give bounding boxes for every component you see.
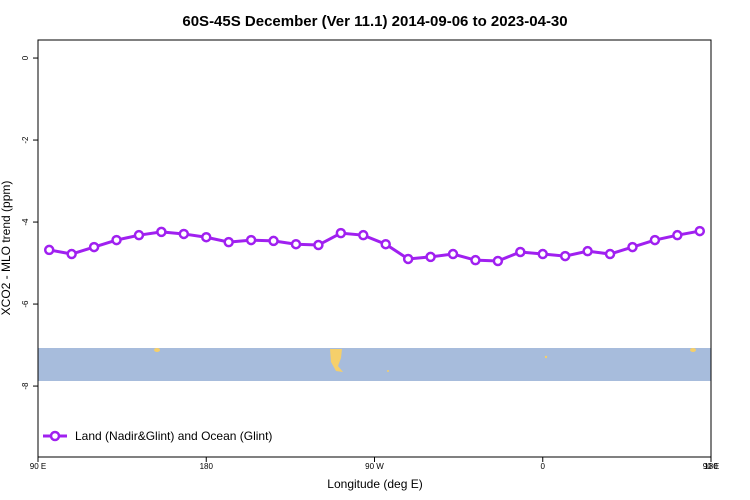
y-tick-label: -6 [21, 300, 30, 308]
data-point [268, 235, 279, 247]
x-tick-label: 90 E [30, 462, 46, 471]
y-tick-label: -8 [21, 382, 30, 390]
x-tick-label: 90 W [365, 462, 384, 471]
data-point [223, 236, 234, 248]
data-point [290, 238, 302, 250]
data-point [43, 244, 55, 256]
data-point [604, 248, 616, 260]
legend-marker [49, 430, 61, 442]
data-point [313, 239, 324, 251]
data-point [425, 251, 436, 263]
x-tick-label: 90 E [703, 462, 719, 471]
data-point [133, 229, 145, 241]
y-axis-label: XCO2 - MLO trend (ppm) [0, 181, 13, 316]
data-point [447, 248, 459, 260]
data-point [380, 238, 391, 250]
data-point [335, 227, 347, 239]
series-line [48, 229, 701, 263]
data-point [694, 225, 706, 237]
y-tick-label: -2 [21, 136, 30, 144]
y-tick-label: -4 [21, 218, 30, 226]
data-point [559, 250, 571, 262]
data-point [111, 234, 122, 246]
data-point [88, 241, 100, 253]
y-tick-label: 0 [21, 55, 30, 60]
data-point [470, 254, 481, 266]
data-point [201, 231, 212, 243]
x-tick-label: 0 [541, 462, 546, 471]
data-point [515, 246, 526, 258]
data-point [627, 241, 638, 253]
data-point [66, 248, 77, 260]
chart-title: 60S-45S December (Ver 11.1) 2014-09-06 t… [182, 13, 567, 30]
data-point [492, 255, 504, 267]
data-point [156, 226, 167, 238]
data-point [245, 234, 257, 246]
map-strip [38, 348, 711, 381]
data-point [402, 253, 414, 265]
data-point [178, 228, 190, 240]
data-point [672, 229, 683, 241]
data-point [537, 248, 548, 260]
x-tick-label: 180 [200, 462, 214, 471]
x-axis-label: Longitude (deg E) [327, 477, 422, 491]
data-point [649, 234, 661, 246]
legend-label: Land (Nadir&Glint) and Ocean (Glint) [75, 429, 272, 443]
plot-frame [37, 39, 712, 458]
data-point [582, 245, 593, 257]
x-tick-label: 180 [704, 462, 718, 471]
data-point [358, 229, 369, 241]
